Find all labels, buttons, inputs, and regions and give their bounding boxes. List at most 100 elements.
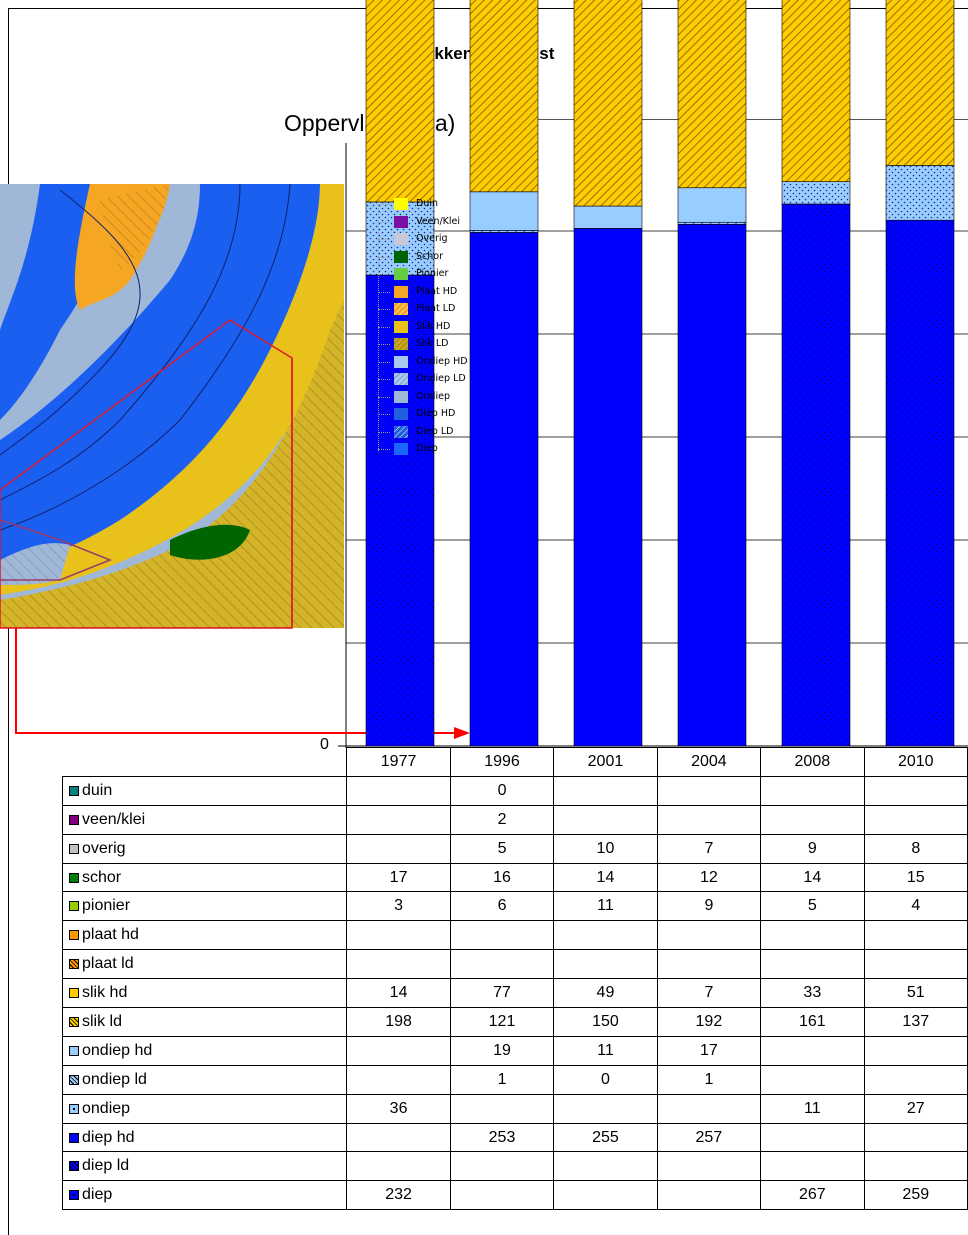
- data-label: [863, 804, 968, 835]
- data-label: [553, 920, 658, 951]
- table-row: veen/klei 2: [61, 804, 968, 835]
- data-label: [553, 1151, 658, 1182]
- bar-diep-hd-2004: [677, 223, 747, 747]
- data-label: 49: [553, 978, 658, 1009]
- series-swatch: [69, 1190, 79, 1201]
- bar-ondiep-2008: [781, 181, 851, 205]
- x-tick-label: 2004: [656, 747, 762, 777]
- map-legend-swatch: [394, 320, 408, 333]
- table-row: slik ld 198 121 150 192 161 137: [61, 1007, 968, 1037]
- table-row: diep 232 267 259: [61, 1180, 968, 1211]
- data-label: [656, 775, 762, 806]
- data-label: 9: [760, 833, 865, 864]
- data-label: 7: [656, 833, 762, 864]
- data-label: 267: [760, 1180, 865, 1211]
- data-label: [449, 1180, 555, 1211]
- series-label: schor: [61, 862, 348, 893]
- series-label: ondiep hd: [61, 1035, 348, 1066]
- data-label: 3: [346, 891, 451, 922]
- data-label: [346, 804, 451, 835]
- bar-slik-ld-1996: [469, 0, 539, 193]
- data-label: 232: [346, 1180, 451, 1211]
- series-label: ondiep ld: [61, 1064, 348, 1095]
- data-label: [346, 775, 451, 806]
- bar-slik-ld-2010: [885, 0, 955, 166]
- series-name: ondiep ld: [82, 1070, 147, 1088]
- map-plaat-ld: [100, 184, 170, 270]
- map-legend-tree-line: [378, 344, 390, 345]
- data-label: 9: [656, 891, 762, 922]
- series-label: slik ld: [61, 1007, 348, 1037]
- map-legend-label: Ondiep LD: [416, 373, 466, 384]
- data-label: 1: [449, 1064, 555, 1095]
- data-label: [863, 949, 968, 980]
- bar-diep-hd-1996: [469, 232, 539, 747]
- data-label: [656, 1093, 762, 1124]
- data-label: 10: [553, 833, 658, 864]
- series-name: plaat ld: [82, 955, 134, 973]
- map-legend-label: Veen/Klei: [416, 215, 461, 227]
- data-label: 121: [449, 1007, 555, 1037]
- table-row: plaat ld: [61, 949, 968, 980]
- data-label: [346, 1122, 451, 1153]
- data-label: 17: [346, 862, 451, 893]
- map-legend-label: Diep HD: [416, 408, 456, 419]
- data-label: [346, 1064, 451, 1095]
- data-label: [346, 1035, 451, 1066]
- data-label: 5: [760, 891, 865, 922]
- data-label: [346, 949, 451, 980]
- series-swatch: [69, 988, 79, 999]
- series-name: veen/klei: [82, 810, 146, 828]
- data-label: 5: [449, 833, 555, 864]
- data-label: [553, 1093, 658, 1124]
- series-swatch: [69, 959, 79, 970]
- data-label: 14: [553, 862, 658, 893]
- data-label: 192: [656, 1007, 762, 1037]
- series-name: pionier: [82, 897, 131, 915]
- series-label: plaat ld: [61, 949, 348, 980]
- series-name: slik ld: [82, 1012, 123, 1030]
- series-label: ondiep: [61, 1093, 348, 1124]
- data-label: [760, 1035, 865, 1066]
- map-legend-tree-line: [378, 414, 390, 415]
- map-legend-label: Plaat LD: [416, 303, 456, 314]
- data-label: [449, 949, 555, 980]
- table-row: ondiep hd 19 11 17: [61, 1035, 968, 1066]
- map-legend-swatch: [394, 408, 408, 420]
- bar-ondiep-ld-2004: [677, 221, 747, 225]
- series-label: veen/klei: [61, 804, 348, 835]
- data-label: [863, 1122, 968, 1153]
- data-label: [553, 775, 658, 806]
- data-label: 0: [449, 775, 555, 806]
- map-legend-tree-line: [378, 309, 390, 310]
- series-name: slik hd: [82, 984, 128, 1002]
- map-legend-swatch: [394, 268, 408, 280]
- map-legend-label: Plaat HD: [416, 285, 458, 297]
- data-label: [863, 1035, 968, 1066]
- map-legend-label: Pionier: [416, 268, 449, 279]
- red-arrow: [15, 628, 470, 739]
- data-label: [863, 1151, 968, 1182]
- map-legend-swatch: [394, 303, 408, 315]
- series-swatch: [69, 1045, 79, 1056]
- data-label: [656, 804, 762, 835]
- series-name: overig: [82, 839, 126, 857]
- map-legend-swatch: [394, 443, 408, 455]
- map-legend-tree-line: [378, 221, 390, 223]
- map-legend-tree-line: [378, 274, 390, 275]
- map-legend-swatch: [394, 285, 408, 298]
- table-row: overig 5 10 7 9 8: [61, 833, 968, 864]
- map-legend-swatch: [394, 338, 408, 350]
- data-label: [553, 949, 658, 980]
- series-swatch: [69, 901, 79, 912]
- data-table: 1977 1996 2001 2004 2008 2010 duin 0 veen/klei 2 o…: [61, 747, 968, 1211]
- map-legend-tree-line: [378, 431, 390, 433]
- data-label: 17: [656, 1035, 762, 1066]
- data-label: [760, 804, 865, 835]
- series-swatch: [69, 930, 79, 941]
- series-name: ondiep: [82, 1099, 131, 1117]
- map-legend-tree-line: [378, 204, 390, 205]
- bar-diep-2008: [781, 203, 851, 747]
- data-label: [863, 1064, 968, 1095]
